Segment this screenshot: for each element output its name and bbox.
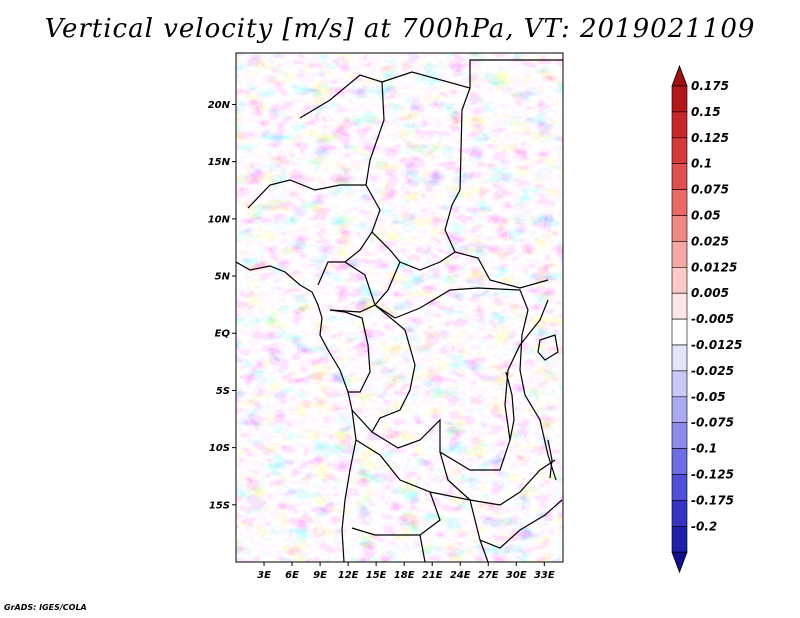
colorbar-label: 0.125 [691,131,729,145]
lon-tick-label: 33E [534,570,555,581]
lon-tick-label: 18E [394,570,415,581]
lake-tanganyika [505,371,515,441]
colorbar-label: 0.005 [691,286,729,300]
border-east-africa [519,289,557,481]
colorbar-label: 0.15 [691,105,721,119]
colorbar-label: 0.05 [691,209,721,223]
lat-tick-label: 10N [208,214,231,225]
lat-tick-label: 10S [209,443,230,454]
lon-tick-label: 27E [478,570,499,581]
colorbar-swatch [671,215,688,242]
lon-tick-label: 12E [338,570,359,581]
border-south [419,534,489,562]
colorbar-swatch [671,525,688,553]
colorbar-swatch [671,474,688,501]
lake-malawi [547,439,553,479]
lake-victoria [537,334,559,361]
colorbar-label: -0.05 [691,390,726,404]
colorbar-swatch [671,241,688,268]
border-congo [329,309,371,393]
lon-tick-label: 6E [285,570,299,581]
coastline-west [236,261,357,562]
lon-tick-label: 3E [257,570,271,581]
border-libya-sudan [381,71,471,206]
lat-tick-label: 5S [216,386,230,397]
colorbar-label: 0.1 [691,157,712,171]
lat-tick-label: 15N [208,157,231,168]
colorbar-label: 0.0125 [691,260,737,274]
colorbar-label: -0.005 [691,312,734,326]
map-frame [235,52,564,563]
lat-tick-label: 15S [209,500,230,511]
colorbar-bottom-arrow [671,551,688,574]
border-namibia-botswana [429,491,563,549]
colorbar-label: -0.025 [691,364,734,378]
velocity-field [236,53,563,562]
colorbar-label: -0.075 [691,416,734,430]
border-drc [371,299,549,471]
colorbar-swatch [671,448,688,475]
lon-tick-label: 24E [450,570,471,581]
grads-credit: GrADS: IGES/COLA [4,603,87,612]
colorbar-swatch [671,163,688,190]
lon-tick-label: 21E [422,570,443,581]
latitude-axis: 20N 15N 10N 5N EQ 5S 10S 15S [208,100,236,511]
colorbar-swatch [671,370,688,398]
colorbar-swatch [671,85,688,113]
colorbar-label: -0.175 [691,493,734,507]
colorbar-swatch [671,344,688,372]
colorbar-label: 0.075 [691,183,729,197]
colorbar-label: 0.025 [691,234,729,248]
border-chad-sudan [444,204,549,289]
colorbar-label: 0.175 [691,79,729,93]
lon-tick-label: 9E [313,570,327,581]
colorbar-label: -0.125 [691,468,734,482]
border-zambia [439,451,556,506]
country-borders [236,59,563,562]
chart-title: Vertical velocity [m/s] at 700hPa, VT: 2… [44,14,756,44]
colorbar-swatch [671,189,688,216]
colorbar-swatch [671,422,688,449]
lat-tick-label: EQ [215,329,231,340]
border-nigeria [247,179,381,286]
lat-tick-label: 20N [208,100,231,111]
lon-tick-label: 30E [506,570,527,581]
border-ethiopia [469,59,563,88]
colorbar-swatch [671,111,688,139]
lat-tick-label: 5N [215,272,231,283]
border-angola [351,409,441,536]
longitude-axis: 3E 6E 9E 12E 15E 18E 21E 24E 27E 30E 33E [257,562,555,581]
colorbar-swatch [671,318,688,346]
colorbar: 0.175 0.15 0.125 0.1 0.075 0.05 0.025 0.0125 0.0… [671,64,742,574]
colorbar-swatch [671,137,688,165]
colorbar-label: -0.0125 [691,338,742,352]
colorbar-label: -0.2 [691,519,717,533]
colorbar-top-arrow [671,64,688,87]
lon-tick-label: 15E [366,570,387,581]
colorbar-swatch [671,500,688,527]
colorbar-swatch [671,396,688,423]
colorbar-swatch [671,292,688,320]
colorbar-swatch [671,266,688,294]
border-car [371,231,521,319]
colorbar-label: -0.1 [691,442,717,456]
